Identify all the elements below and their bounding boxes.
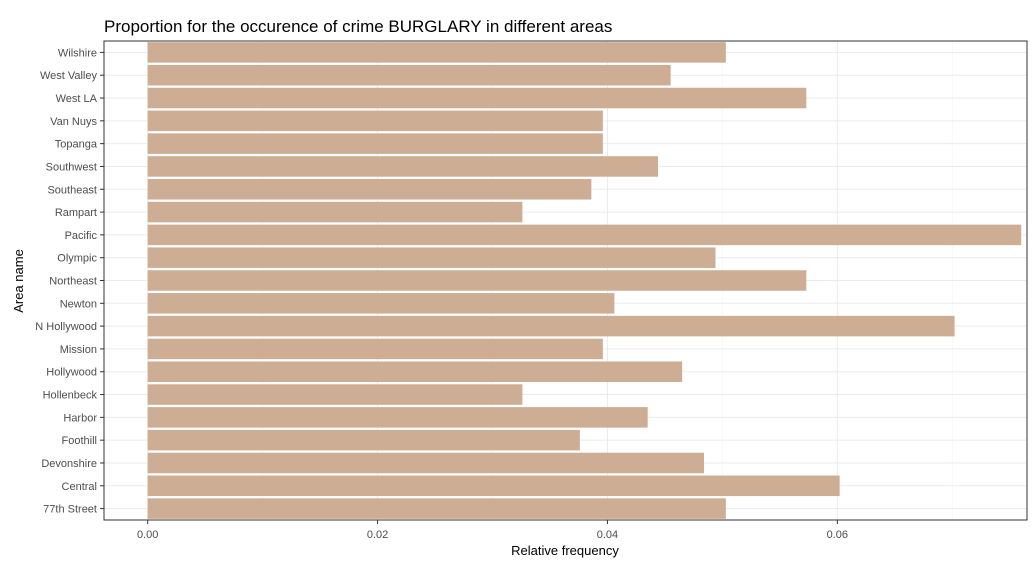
y-tick-label: Van Nuys <box>50 116 97 128</box>
x-tick-label: 0.02 <box>367 529 388 541</box>
y-axis: Wilshire West Valley West LA Van Nuys Topang… <box>35 47 104 516</box>
bar-mission <box>147 338 603 360</box>
bar-topanga <box>147 133 603 154</box>
chart-title: Proportion for the occurence of crime BU… <box>104 17 612 36</box>
y-tick-label: N Hollywood <box>35 321 97 333</box>
bar-devonshire <box>147 452 705 474</box>
bar-southeast <box>147 178 592 200</box>
y-tick-label: Wilshire <box>58 47 97 59</box>
y-tick-label: Topanga <box>55 139 98 151</box>
y-tick-label: West LA <box>56 93 98 105</box>
y-axis-title: Area name <box>11 249 26 313</box>
bar-n-hollywood <box>147 315 955 337</box>
bar-77th-street <box>147 498 726 519</box>
bar-van-nuys <box>147 110 603 132</box>
y-tick-label: West Valley <box>40 70 98 82</box>
y-tick-label: Southeast <box>47 184 97 196</box>
y-tick-label: Mission <box>60 344 97 356</box>
x-tick-label: 0.00 <box>137 529 158 541</box>
y-tick-label: Rampart <box>55 207 97 219</box>
y-tick-label: Pacific <box>65 230 98 242</box>
y-tick-label: Devonshire <box>41 458 97 470</box>
bar-foothill <box>147 429 580 451</box>
bar-pacific <box>147 224 1022 246</box>
y-tick-label: Southwest <box>46 161 97 173</box>
y-tick-label: Harbor <box>63 412 97 424</box>
bar-series <box>147 42 1022 519</box>
y-tick-label: Northeast <box>49 276 97 288</box>
x-tick-label: 0.06 <box>827 529 848 541</box>
y-tick-label: Central <box>62 481 97 493</box>
bar-west-la <box>147 87 807 109</box>
bar-rampart <box>147 201 523 223</box>
y-tick-label: Hollywood <box>46 367 97 379</box>
bar-olympic <box>147 247 716 268</box>
x-axis: 0.00 0.02 0.04 0.06 <box>137 520 848 541</box>
bar-west-valley <box>147 64 671 86</box>
y-tick-label: 77th Street <box>43 504 97 516</box>
bar-wilshire <box>147 42 726 63</box>
bar-hollenbeck <box>147 384 523 405</box>
y-tick-label: Olympic <box>57 253 97 265</box>
bar-northeast <box>147 270 807 291</box>
y-tick-label: Hollenbeck <box>43 390 98 402</box>
bar-central <box>147 475 840 497</box>
x-tick-label: 0.04 <box>597 529 618 541</box>
x-axis-title: Relative frequency <box>511 543 619 558</box>
bar-harbor <box>147 407 648 428</box>
bar-southwest <box>147 156 659 177</box>
bar-newton <box>147 293 615 314</box>
y-tick-label: Newton <box>60 298 97 310</box>
y-tick-label: Foothill <box>62 435 97 447</box>
bar-hollywood <box>147 361 683 383</box>
